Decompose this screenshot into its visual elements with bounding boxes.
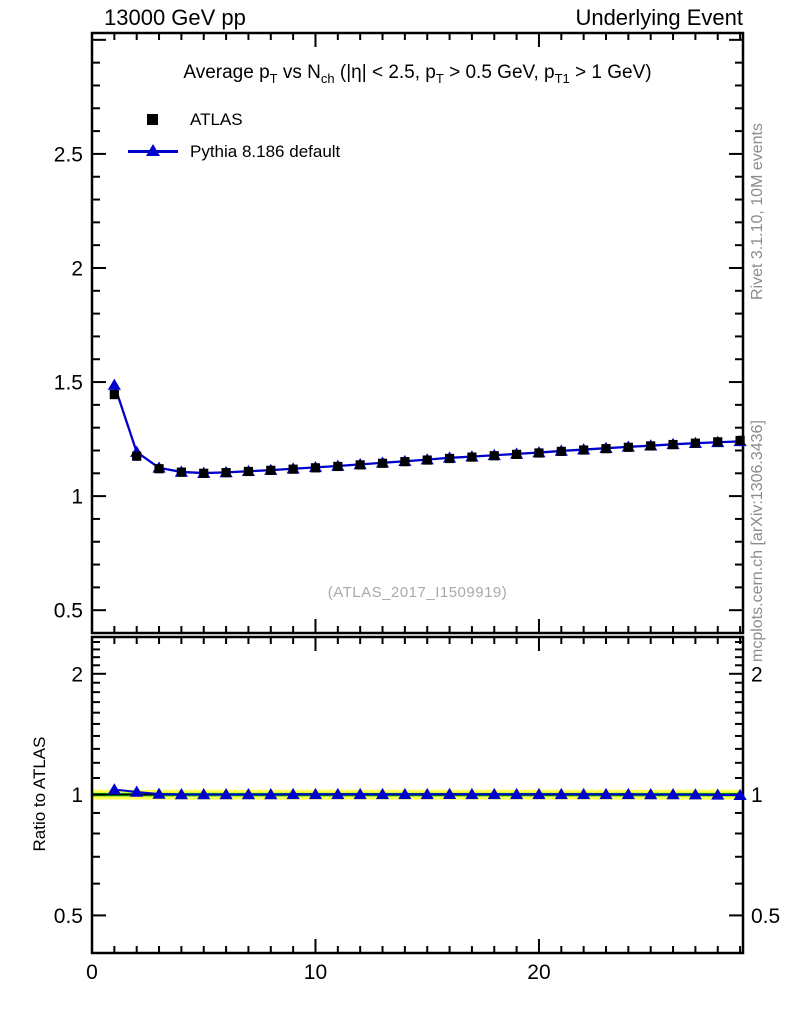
pythia-triangle-marker-icon [146,144,160,156]
svg-text:10: 10 [304,961,327,984]
title-seg: (|η| < 2.5, p [334,62,436,83]
svg-text:2: 2 [71,663,83,686]
svg-text:1.5: 1.5 [54,372,83,395]
title-sub-nch: ch [320,71,335,86]
title-seg: vs N [277,62,321,83]
svg-text:2: 2 [751,663,763,686]
svg-text:1: 1 [71,486,83,509]
rivet-version-note: Rivet 3.1.10, 10M events [749,123,766,300]
svg-text:20: 20 [527,961,550,984]
svg-text:0.5: 0.5 [751,905,780,928]
title-seg: > 0.5 GeV, p [443,62,555,83]
svg-text:2.5: 2.5 [54,143,83,166]
ratio-series-pythia [107,783,747,800]
analysis-id-watermark: (ATLAS_2017_I1509919) [327,584,508,601]
ratio-axis-label: Ratio to ATLAS [30,736,49,852]
svg-text:0.5: 0.5 [54,600,83,623]
mcplots-arxiv-note: mcplots.cern.ch [arXiv:1306.3436] [749,420,766,662]
plot-title: Average pT vs Nch (|η| < 2.5, pT > 0.5 G… [92,62,743,86]
legend-label-pythia: Pythia 8.186 default [190,142,341,161]
panel-frames [90,31,745,955]
svg-text:1: 1 [71,784,83,807]
title-seg: > 1 GeV) [569,62,652,83]
legend-label-atlas: ATLAS [190,110,243,129]
svg-text:0: 0 [86,961,98,984]
title-sub-pt2: T [435,71,444,86]
title-sub-pt: T [269,71,278,86]
atlas-square-marker-icon [147,114,158,125]
svg-text:1: 1 [751,784,763,807]
title-sub-pt1: T1 [554,71,570,86]
axis-ticks [91,33,743,953]
main-series-atlas [109,389,745,478]
axis-tick-labels: 0.511.522.50.5 0.51 12 20 10 20 [54,143,780,984]
analysis-group-label: Underlying Event [575,5,743,30]
beam-energy-label: 13000 GeV pp [104,5,246,30]
svg-text:0.5: 0.5 [54,905,83,928]
svg-text:2: 2 [71,257,83,280]
title-seg: Average p [183,62,270,83]
